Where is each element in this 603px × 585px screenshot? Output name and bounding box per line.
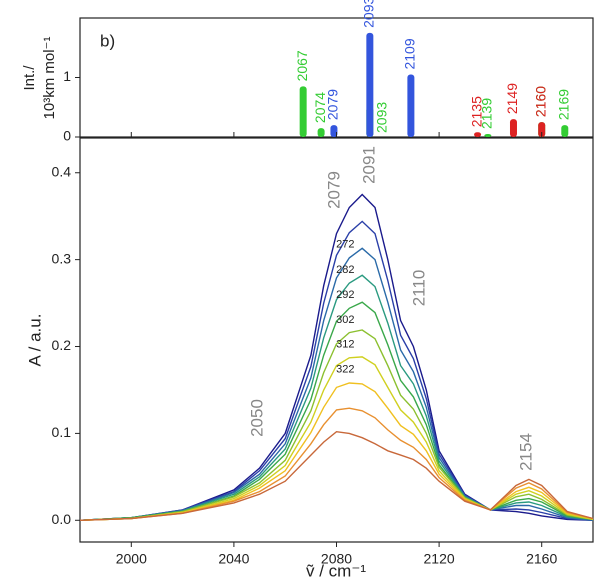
stick bbox=[509, 119, 517, 137]
spectrum-line bbox=[79, 274, 594, 521]
spectrum-line bbox=[79, 407, 594, 521]
stick-label: 2135 bbox=[468, 96, 484, 127]
x-tick-label: 2160 bbox=[526, 551, 557, 567]
stick-label: 2093 bbox=[361, 0, 377, 28]
stick bbox=[317, 128, 325, 137]
y-tick-label: 1 bbox=[63, 68, 71, 84]
stick-label: 2074 bbox=[312, 92, 328, 123]
x-tick-label: 2040 bbox=[218, 551, 249, 567]
spectrum-line bbox=[79, 220, 594, 521]
y-tick-label: 0.1 bbox=[52, 424, 72, 440]
peak-annotation: 2091 bbox=[359, 146, 378, 184]
y-tick-label: 0.0 bbox=[52, 511, 72, 527]
curve-label: 322 bbox=[336, 364, 354, 376]
y-tick-label: 0.3 bbox=[52, 250, 72, 266]
stick-label: 2160 bbox=[532, 86, 548, 117]
spectrum-line bbox=[79, 329, 594, 521]
panel-label: b) bbox=[100, 31, 115, 50]
y-axis-label: 10³km mol⁻¹ bbox=[41, 37, 58, 120]
curve-label: 272 bbox=[336, 239, 354, 251]
y-tick-label: 0 bbox=[63, 128, 71, 144]
y-tick-label: 0.4 bbox=[52, 163, 72, 179]
stick-label: 2160 bbox=[532, 86, 548, 117]
y-axis-label: A / a.u. bbox=[25, 314, 44, 367]
stick-label: 2093 bbox=[374, 102, 390, 133]
spectrum-line bbox=[79, 356, 594, 521]
curve-label: 312 bbox=[336, 339, 354, 351]
spectrum-line bbox=[79, 430, 594, 521]
curve-label: 292 bbox=[336, 289, 354, 301]
peak-annotation: 2079 bbox=[324, 171, 343, 209]
x-tick-label: 2080 bbox=[321, 551, 352, 567]
x-axis-label: ṽ / cm⁻¹ bbox=[306, 561, 366, 580]
stick bbox=[474, 132, 482, 137]
stick bbox=[366, 32, 374, 137]
stick-label: 2169 bbox=[555, 89, 571, 120]
stick-label: 2067 bbox=[294, 50, 310, 81]
curve-label: 302 bbox=[336, 314, 354, 326]
spectrum-line bbox=[79, 247, 594, 521]
x-tick-label: 2120 bbox=[424, 551, 455, 567]
stick bbox=[299, 86, 307, 137]
stick bbox=[330, 125, 338, 137]
stick-label: 2139 bbox=[479, 98, 495, 129]
x-tick-label: 2000 bbox=[116, 551, 147, 567]
stick bbox=[484, 134, 492, 137]
spectrum-line bbox=[79, 193, 594, 521]
spectrum-line bbox=[79, 301, 594, 521]
stick-label: 2149 bbox=[504, 83, 520, 114]
stick bbox=[538, 122, 546, 137]
curve-label: 282 bbox=[336, 264, 354, 276]
stick bbox=[561, 125, 569, 137]
spectrum-line bbox=[79, 382, 594, 521]
peak-annotation: 2050 bbox=[247, 399, 266, 437]
stick-label: 2109 bbox=[402, 38, 418, 69]
peak-annotation: 2154 bbox=[516, 433, 535, 471]
peak-annotation: 2110 bbox=[409, 270, 428, 307]
y-tick-label: 0.2 bbox=[52, 337, 72, 353]
y-axis-label: Int./ bbox=[21, 65, 38, 91]
stick bbox=[407, 74, 415, 137]
stick-label: 2079 bbox=[325, 89, 341, 120]
